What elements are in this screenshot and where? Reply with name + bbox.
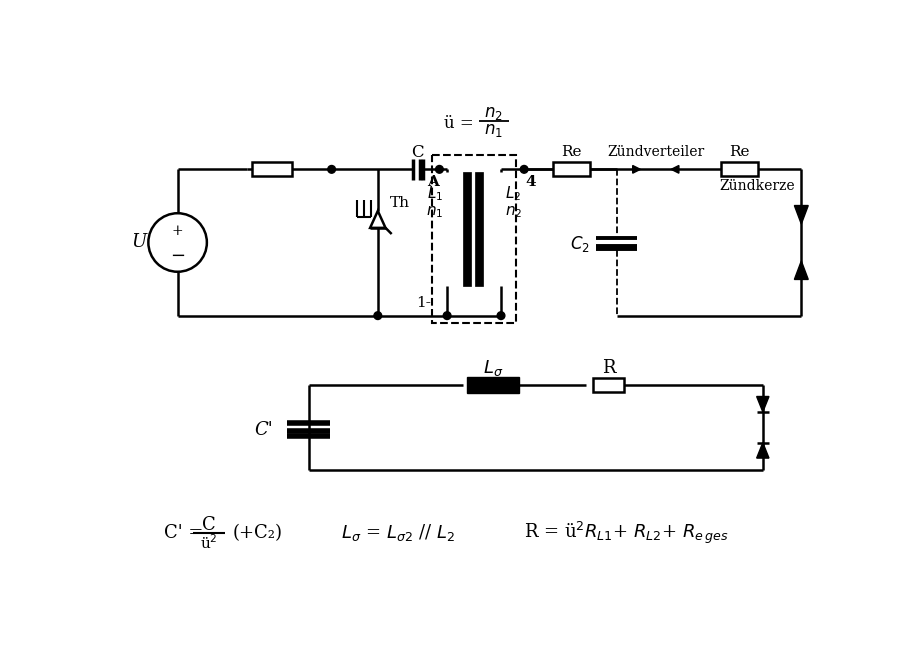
Circle shape [443,312,451,320]
Text: −: − [170,247,185,265]
Text: Zündverteiler: Zündverteiler [608,145,704,160]
Bar [431,156,516,323]
Text: +: + [171,224,183,238]
Bar [594,378,624,392]
Text: A: A [427,175,439,188]
Text: $n_1$: $n_1$ [426,205,443,220]
Polygon shape [795,261,809,279]
Text: C' =: C' = [164,524,203,542]
Bar [467,377,519,392]
Text: $C_2$: $C_2$ [571,234,590,254]
Bar [252,162,291,177]
Bar [463,173,471,286]
Circle shape [435,165,443,173]
Text: C: C [411,144,423,161]
Polygon shape [757,443,769,458]
Text: C: C [202,516,216,534]
Text: 4: 4 [525,175,536,188]
Text: Re: Re [561,145,582,160]
Text: ü =: ü = [444,114,474,131]
Polygon shape [671,165,679,173]
Bar [721,162,758,177]
Text: $n_2$: $n_2$ [484,105,502,122]
Text: $n_1$: $n_1$ [484,122,502,139]
Text: $L_2$: $L_2$ [505,184,522,203]
Polygon shape [632,165,641,173]
Polygon shape [370,211,385,228]
Text: $L_\sigma$ = $L_{\sigma 2}$ // $L_2$: $L_\sigma$ = $L_{\sigma 2}$ // $L_2$ [341,523,455,543]
Text: ü$^2$: ü$^2$ [199,534,218,552]
Polygon shape [757,396,769,412]
Text: $L_\sigma$: $L_\sigma$ [483,358,503,378]
Circle shape [327,165,336,173]
Circle shape [374,312,382,320]
Bar [553,162,590,177]
Text: C': C' [254,421,273,439]
Text: R: R [602,359,616,377]
Text: Th: Th [390,196,410,210]
Circle shape [497,312,505,320]
Bar [475,173,483,286]
Text: R = ü$^2$$R_{L1}$+ $R_{L2}$+ $R_{e\,ges}$: R = ü$^2$$R_{L1}$+ $R_{L2}$+ $R_{e\,ges}… [524,520,728,546]
Text: (+C₂): (+C₂) [233,524,283,542]
Polygon shape [795,205,809,224]
Text: U: U [132,233,147,252]
Circle shape [520,165,528,173]
Text: Zündkerze: Zündkerze [719,179,795,194]
Text: $n_2$: $n_2$ [504,205,522,220]
Text: $L_1$: $L_1$ [427,184,443,203]
Text: 1-: 1- [417,296,431,310]
Text: Re: Re [729,145,750,160]
